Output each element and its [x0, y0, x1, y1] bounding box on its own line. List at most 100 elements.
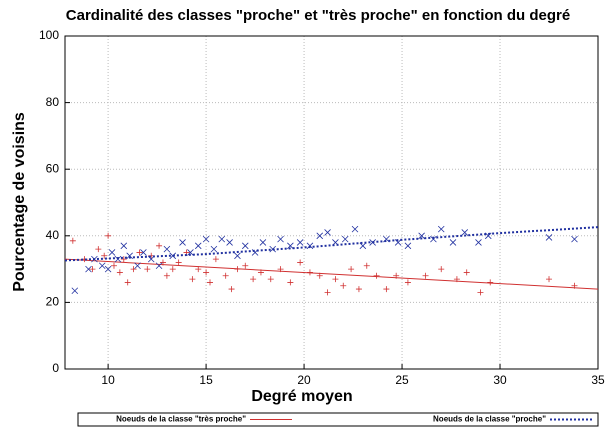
point	[120, 256, 127, 263]
point	[373, 272, 380, 279]
point	[340, 282, 347, 289]
point	[169, 266, 176, 273]
point	[114, 255, 122, 263]
point	[126, 252, 133, 260]
legend-label: Noeuds de la classe "proche"	[433, 415, 546, 424]
chart-title: Cardinalité des classes "proche" et "trè…	[66, 7, 570, 24]
x-tick-label: 15	[199, 373, 213, 387]
point	[438, 266, 445, 273]
x-tick-label: 25	[395, 373, 409, 387]
legend-box	[77, 412, 599, 427]
point	[241, 242, 249, 250]
point	[104, 265, 112, 273]
point	[156, 242, 163, 249]
y-tick-label: 0	[52, 361, 59, 375]
point	[163, 272, 170, 279]
point	[475, 239, 482, 246]
point	[394, 239, 402, 246]
point	[136, 249, 143, 256]
point	[228, 286, 235, 293]
y-tick-label: 80	[46, 95, 60, 109]
x-tick-label: 20	[297, 373, 311, 387]
point	[218, 235, 226, 243]
point	[194, 242, 202, 250]
point	[189, 276, 196, 283]
point	[418, 232, 425, 240]
point	[306, 242, 314, 250]
y-axis-label: Pourcentage de voisins	[11, 112, 28, 292]
point	[120, 242, 128, 250]
point	[140, 249, 147, 256]
y-tick-label: 40	[46, 228, 60, 242]
fit-line	[64, 258, 599, 290]
y-tick-label: 20	[46, 295, 60, 309]
point	[110, 262, 117, 269]
point	[324, 289, 331, 296]
x-tick-label: 35	[591, 373, 605, 387]
point	[69, 237, 76, 244]
point	[437, 225, 445, 233]
point	[95, 246, 102, 253]
point	[297, 259, 304, 266]
point	[461, 229, 469, 236]
point	[324, 229, 331, 236]
point	[267, 276, 274, 283]
point	[383, 235, 390, 243]
point	[169, 252, 177, 260]
point	[348, 266, 355, 273]
point	[277, 235, 284, 243]
plot-frame	[64, 35, 599, 370]
point	[175, 259, 182, 266]
point	[210, 245, 218, 253]
point	[449, 239, 457, 246]
point	[179, 239, 186, 246]
point	[187, 249, 194, 256]
point	[341, 235, 349, 243]
point	[108, 249, 116, 256]
point	[383, 286, 390, 293]
point	[546, 276, 553, 283]
point	[207, 279, 214, 286]
point	[226, 239, 233, 246]
point	[571, 235, 578, 243]
point	[222, 272, 229, 279]
point	[332, 276, 339, 283]
point	[134, 262, 141, 270]
point	[404, 242, 412, 250]
point	[130, 266, 137, 273]
y-tick-label: 60	[46, 161, 60, 175]
x-tick-label: 30	[493, 373, 507, 387]
point	[355, 286, 362, 293]
point	[477, 289, 484, 296]
point	[296, 239, 304, 246]
point	[212, 256, 219, 263]
point	[430, 235, 437, 243]
point	[463, 269, 470, 276]
x-axis-label: Degré moyen	[251, 388, 352, 405]
point	[242, 262, 249, 269]
point	[203, 269, 210, 276]
point	[144, 266, 151, 273]
point	[71, 287, 79, 295]
point	[250, 276, 257, 283]
point	[116, 269, 123, 276]
point	[101, 252, 108, 259]
point	[98, 262, 106, 270]
point	[287, 279, 294, 286]
fit-line	[64, 226, 599, 262]
point	[545, 234, 553, 241]
point	[105, 232, 112, 239]
legend-label: Noeuds de la classe "très proche"	[116, 415, 246, 424]
point	[363, 262, 370, 269]
point	[85, 265, 92, 273]
point	[287, 242, 294, 250]
x-tick-label: 10	[101, 373, 115, 387]
point	[351, 225, 359, 233]
point	[202, 235, 210, 243]
point	[89, 266, 96, 273]
y-tick-label: 100	[39, 28, 59, 42]
point	[234, 252, 241, 260]
point	[259, 239, 267, 246]
point	[404, 279, 411, 286]
